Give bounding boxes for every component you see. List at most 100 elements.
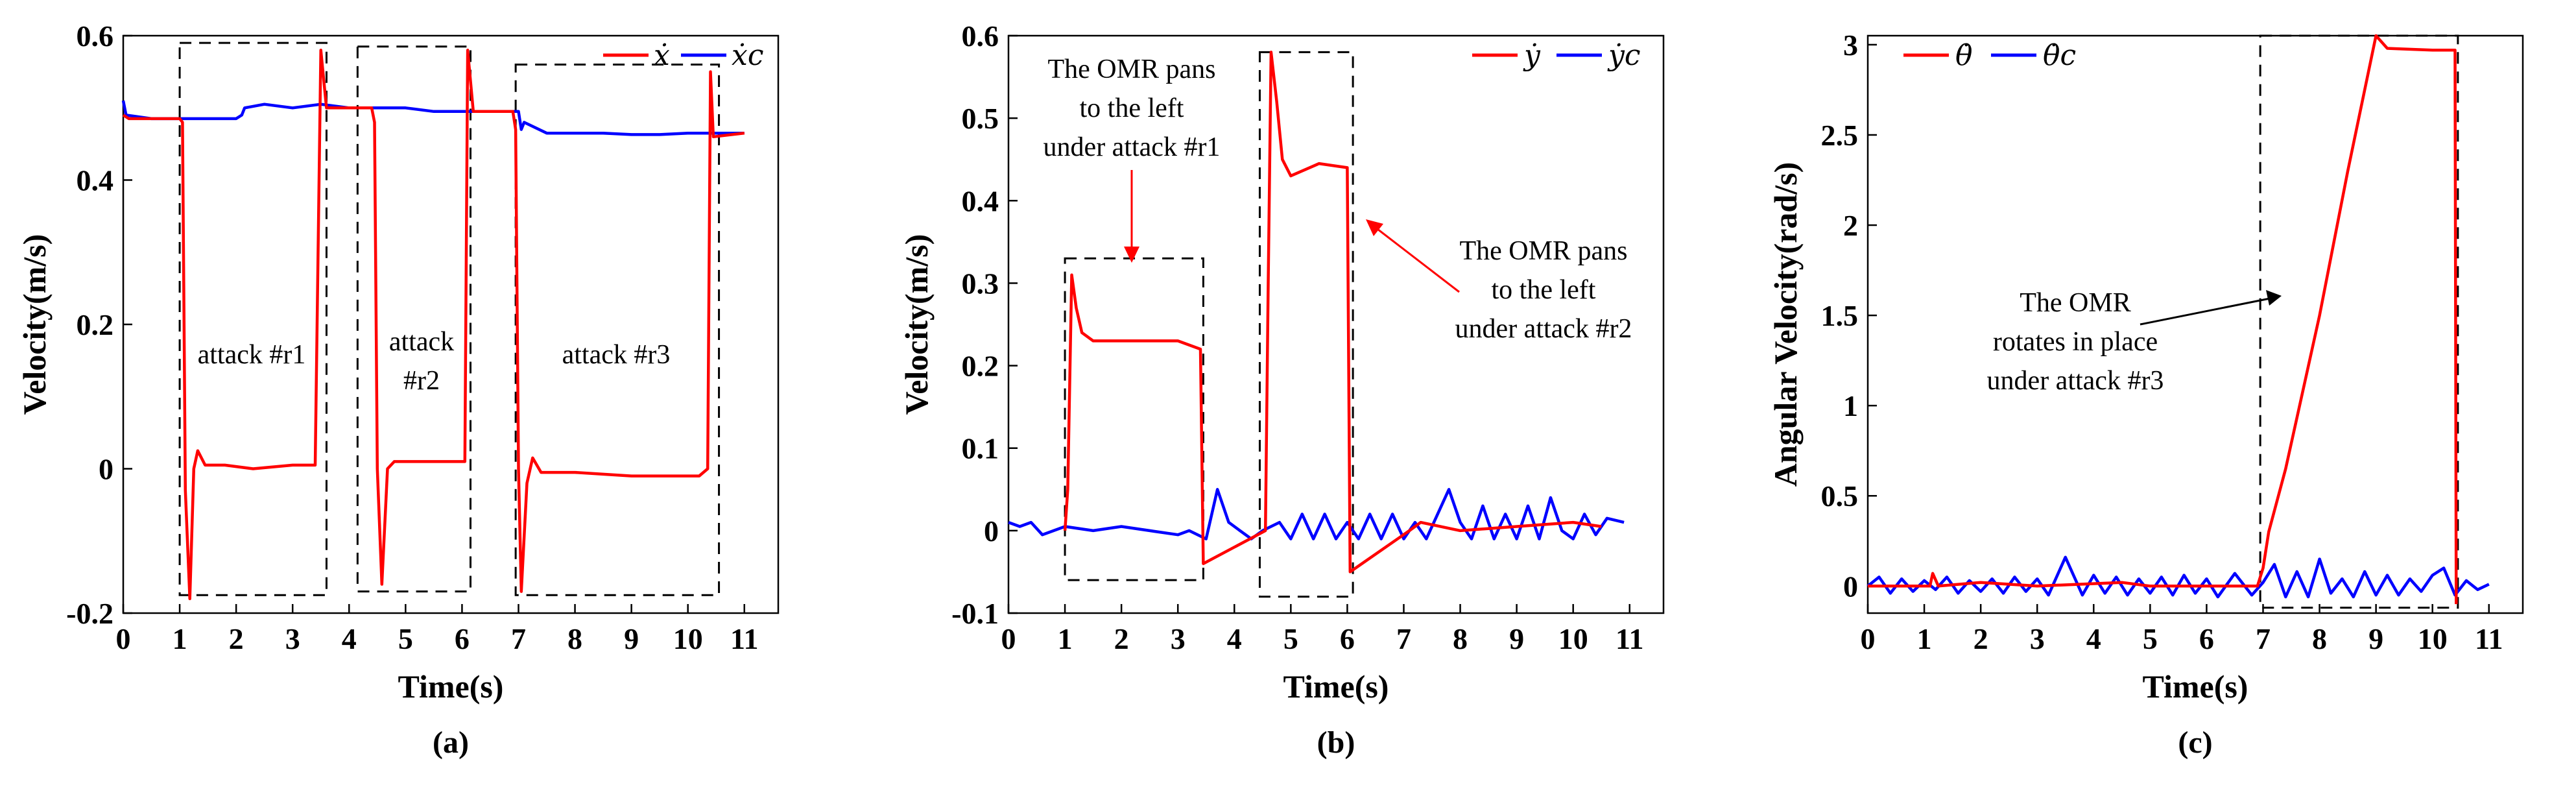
arrow-r2-shaft <box>1374 226 1460 293</box>
annotation-r1-line2: to the left <box>1080 93 1184 123</box>
caption: (a) <box>433 725 469 760</box>
x-tick-label: 7 <box>511 622 526 655</box>
x-tick-label: 10 <box>2418 622 2448 655</box>
y-tick-label: -0.1 <box>951 597 999 630</box>
y-tick-label: 2.5 <box>1821 119 1859 152</box>
annotation-r3-line3: under attack #r3 <box>1987 366 2164 396</box>
attack-box <box>1064 257 1204 581</box>
x-tick-label: 0 <box>116 622 131 655</box>
x-tick-label: 8 <box>2312 622 2327 655</box>
series-line <box>122 49 745 601</box>
attack-box <box>178 42 328 596</box>
x-tick-label: 4 <box>342 622 357 655</box>
y-tick-label: 0.1 <box>962 432 999 465</box>
y-tick-label: 0.5 <box>1821 479 1859 513</box>
legend-label-xc: ẋc <box>732 39 763 72</box>
x-tick-label: 3 <box>1171 622 1186 655</box>
x-tick-label: 11 <box>730 622 758 655</box>
x-tick-label: 9 <box>1509 622 1524 655</box>
attack-box <box>514 64 721 596</box>
legend-label-y: ẏ <box>1523 39 1541 72</box>
y-tick-label: 0.4 <box>77 164 114 197</box>
plot-frame <box>122 34 780 614</box>
series-line <box>1008 488 1625 540</box>
x-tick-label: 4 <box>1227 622 1242 655</box>
annotation-attack-r2-line2: #r2 <box>403 366 440 396</box>
panel-a-marks: 0 1 2 3 4 5 6 7 8 9 10 11-0.200.20.40.6 <box>66 19 758 655</box>
x-tick-label: 7 <box>1396 622 1411 655</box>
y-axis-label: Velocity(m/s) <box>16 234 53 415</box>
y-tick-label: 0.2 <box>962 350 999 383</box>
annotation-r1-line1: The OMR pans <box>1048 54 1216 84</box>
legend: θ̇ θ̇c <box>1903 39 2076 72</box>
annotation-r2-line3: under attack #r2 <box>1455 314 1632 344</box>
x-tick-label: 1 <box>1917 622 1932 655</box>
y-tick-label: 1 <box>1843 389 1858 422</box>
panel-b: 0 1 2 3 4 5 6 7 8 9 10 11-0.100.10.20.30.40.50.6 Ve… <box>898 19 1665 760</box>
y-tick-label: 0.3 <box>962 267 999 300</box>
series-line <box>1063 51 1602 574</box>
series-line <box>1868 34 2458 605</box>
x-tick-label: 1 <box>173 622 187 655</box>
x-tick-label: 0 <box>1001 622 1016 655</box>
y-axis-label: Angular Velocity(rad/s) <box>1767 162 1804 487</box>
legend-label-yc: ẏc <box>1607 39 1641 72</box>
x-axis-label: Time(s) <box>1283 668 1389 705</box>
y-tick-label: 0 <box>984 515 999 548</box>
x-tick-label: 3 <box>2030 622 2045 655</box>
x-tick-label: 5 <box>2143 622 2158 655</box>
y-tick-label: 2 <box>1843 209 1858 242</box>
y-tick-label: 0.6 <box>77 19 114 53</box>
y-tick-label: -0.2 <box>66 597 113 630</box>
y-tick-label: 0.6 <box>962 19 999 53</box>
annotation-attack-r2-line1: attack <box>389 327 454 357</box>
plot-frame <box>1866 34 2524 614</box>
y-tick-label: 0.2 <box>77 308 114 341</box>
legend-label-thetac: θ̇c <box>2043 39 2076 72</box>
x-tick-label: 1 <box>1058 622 1073 655</box>
x-tick-label: 2 <box>1974 622 1988 655</box>
arrow-r3-head <box>2266 290 2282 306</box>
y-tick-label: 0.4 <box>962 184 999 217</box>
x-tick-label: 6 <box>1340 622 1355 655</box>
legend: ẏ ẏc <box>1472 39 1641 72</box>
panel-c: 0 1 2 3 4 5 6 7 8 9 10 11 0 0.5 1 1.5 2 2.5 3 Angular Velo… <box>1767 29 2524 760</box>
y-tick-label: 0 <box>1843 570 1858 603</box>
series-line <box>121 100 745 136</box>
x-tick-label: 6 <box>455 622 470 655</box>
x-axis-label: Time(s) <box>2143 668 2248 705</box>
y-tick-label: 0.5 <box>962 102 999 135</box>
attack-box <box>2259 34 2459 609</box>
x-tick-label: 11 <box>1616 622 1643 655</box>
y-tick-label: 1.5 <box>1821 299 1859 332</box>
x-tick-label: 0 <box>1861 622 1876 655</box>
y-tick-label: 3 <box>1843 29 1858 62</box>
plot-frame <box>1007 34 1665 614</box>
x-tick-label: 11 <box>2475 622 2503 655</box>
panel-a: 0 1 2 3 4 5 6 7 8 9 10 11-0.200.20.40.6 Velocity(m/… <box>16 19 780 760</box>
legend-label-x: ẋ <box>654 39 670 72</box>
x-tick-label: 7 <box>2256 622 2271 655</box>
y-tick-label: 0 <box>99 453 113 486</box>
x-tick-label: 3 <box>285 622 300 655</box>
x-axis-label: Time(s) <box>398 668 504 705</box>
legend-label-theta: θ̇ <box>1955 39 1973 72</box>
y-axis-label: Velocity(m/s) <box>898 234 935 415</box>
x-tick-label: 6 <box>2199 622 2214 655</box>
arrow-r2-head <box>1366 219 1383 236</box>
annotation-r3-line1: The OMR <box>2020 288 2131 318</box>
annotation-r3-line2: rotates in place <box>1993 327 2158 357</box>
caption: (b) <box>1317 725 1355 760</box>
panel-b-marks: 0 1 2 3 4 5 6 7 8 9 10 11-0.100.10.20.30.40.50.6 <box>951 19 1643 655</box>
annotation-r2-line1: The OMR pans <box>1460 236 1628 266</box>
arrow-r3-shaft <box>2140 297 2271 326</box>
x-tick-label: 10 <box>673 622 703 655</box>
x-tick-label: 5 <box>398 622 413 655</box>
x-tick-label: 5 <box>1283 622 1298 655</box>
series-line <box>1866 555 2490 599</box>
x-tick-label: 9 <box>2368 622 2383 655</box>
x-tick-label: 8 <box>1453 622 1468 655</box>
annotation-attack-r3: attack #r3 <box>562 340 671 370</box>
attack-box <box>1258 51 1354 598</box>
